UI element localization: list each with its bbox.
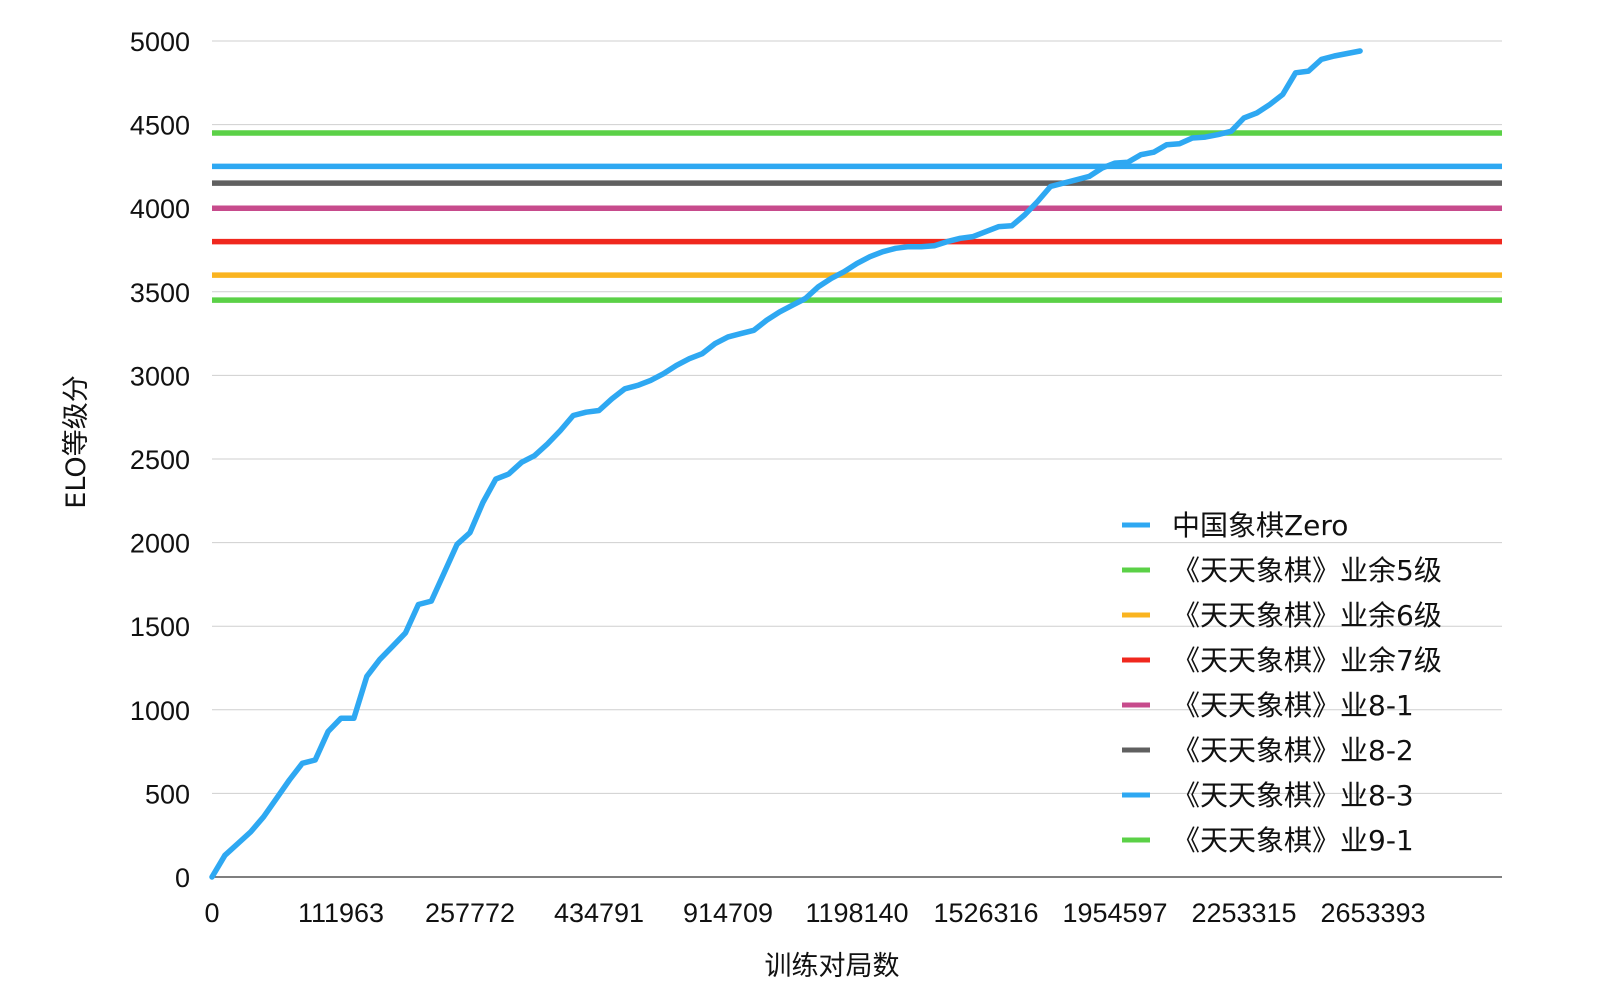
y-axis-title: ELO等级分 <box>61 375 92 508</box>
x-tick-label: 1526316 <box>933 898 1038 928</box>
x-tick-label: 257772 <box>425 898 515 928</box>
legend-label: 《天天象棋》业9-1 <box>1172 824 1414 857</box>
x-axis-ticks: 0 111963 257772 434791 914709 1198140 1526316 1… <box>204 898 1425 928</box>
y-tick-label: 3500 <box>130 278 190 308</box>
y-tick-label: 5000 <box>130 27 190 57</box>
reference-lines <box>212 130 1502 303</box>
legend-label: 《天天象棋》业余7级 <box>1172 644 1442 677</box>
series-line-zero <box>209 48 1363 880</box>
y-tick-label: 3000 <box>130 361 190 391</box>
legend-label: 《天天象棋》业8-3 <box>1172 779 1414 812</box>
x-tick-label: 434791 <box>554 898 644 928</box>
x-tick-label: 1198140 <box>805 898 908 928</box>
x-tick-label: 0 <box>204 898 219 928</box>
x-tick-label: 111963 <box>298 898 384 928</box>
y-tick-label: 4500 <box>130 111 190 141</box>
y-tick-label: 1000 <box>130 696 190 726</box>
legend-label: 《天天象棋》业8-2 <box>1172 734 1414 767</box>
y-tick-label: 4000 <box>130 194 190 224</box>
legend-label: 《天天象棋》业余6级 <box>1172 599 1442 632</box>
y-axis-ticks: 0 500 1000 1500 2000 2500 3000 3500 4000 4500 5000 <box>130 27 190 893</box>
x-tick-label: 2253315 <box>1191 898 1296 928</box>
x-tick-label: 1954597 <box>1062 898 1167 928</box>
legend-label: 中国象棋Zero <box>1172 509 1348 542</box>
x-tick-label: 914709 <box>683 898 773 928</box>
y-tick-label: 1500 <box>130 612 190 642</box>
main-series <box>209 48 1363 880</box>
legend-label: 《天天象棋》业余5级 <box>1172 554 1442 587</box>
x-tick-label: 2653393 <box>1320 898 1425 928</box>
y-tick-label: 500 <box>145 779 190 809</box>
legend-label: 《天天象棋》业8-1 <box>1172 689 1414 722</box>
y-tick-label: 0 <box>175 863 190 893</box>
y-tick-label: 2000 <box>130 529 190 559</box>
legend: 中国象棋Zero 《天天象棋》业余5级《天天象棋》业余6级《天天象棋》业余7级《天… <box>1122 509 1442 857</box>
x-axis-title: 训练对局数 <box>765 951 900 982</box>
y-tick-label: 2500 <box>130 445 190 475</box>
